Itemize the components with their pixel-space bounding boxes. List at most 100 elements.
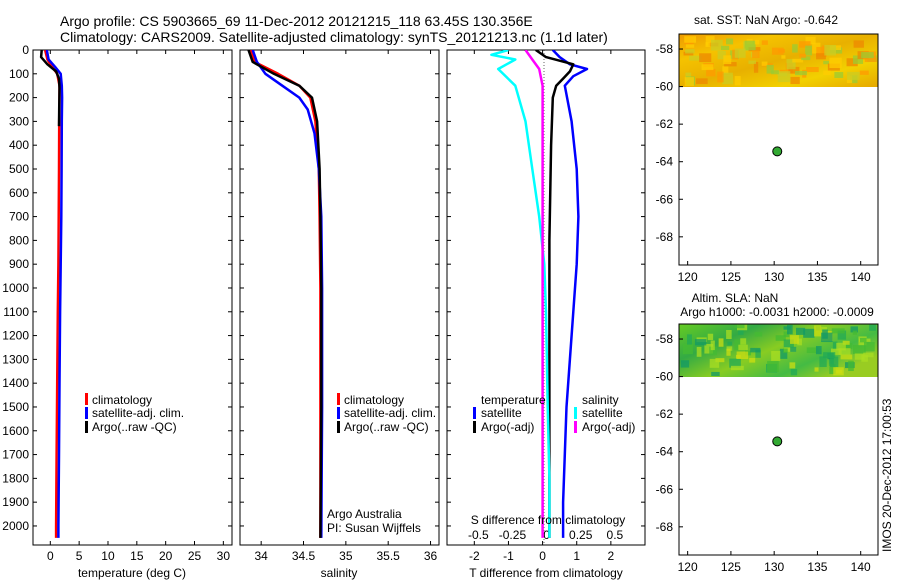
field-cell — [829, 57, 842, 69]
salinity-frame — [239, 49, 440, 546]
temperature-frame — [32, 49, 233, 546]
field-cell — [852, 330, 858, 335]
field-cell — [720, 45, 730, 51]
float-marker — [772, 146, 783, 157]
y-tick-label: 1400 — [2, 376, 29, 390]
field-cell — [754, 332, 763, 337]
field-cell — [830, 356, 839, 368]
field-cell — [750, 347, 761, 353]
field-cell — [853, 40, 864, 48]
sla-map-ticks: 120 125 130 135 140 -58 -60 -62 -64 -66 -68 — [656, 332, 871, 574]
field-cell — [833, 367, 844, 376]
y-tick-label: 1600 — [2, 424, 29, 438]
field-cell — [840, 354, 853, 360]
field-cell — [806, 67, 819, 73]
difference-x-ticks: -2 -1 0 1 2 -0.5 -0.25 0 0.25 0.5 — [468, 50, 624, 563]
x-tick-label: 135 — [807, 270, 827, 284]
field-cell — [830, 348, 842, 355]
depth-axis-ticks: 0 100 200 300 400 500 600 700 800 900 1000 1100 1200… — [2, 43, 645, 533]
temperature-legend: climatology satellite-adj. clim. Argo(..… — [85, 393, 184, 434]
field-cell — [790, 369, 798, 376]
float-marker — [772, 436, 783, 447]
field-cell — [726, 348, 731, 356]
field-cell — [830, 47, 843, 54]
field-cell — [852, 344, 866, 354]
y-tick-label: -58 — [656, 42, 674, 56]
x-tick-label: 0 — [539, 549, 546, 563]
field-cell — [771, 47, 784, 55]
legend-swatch-satellite — [85, 407, 88, 419]
annotation-pi: PI: Susan Wijffels — [327, 521, 421, 535]
field-cell — [823, 60, 830, 65]
field-cell — [761, 61, 768, 66]
sst-map-panel: sat. SST: NaN Argo: -0.642 120 125 130 135 1… — [656, 13, 879, 284]
field-cell — [789, 362, 796, 369]
salinity-series — [247, 50, 324, 538]
legend-label-satellite: satellite-adj. clim. — [92, 406, 184, 420]
legend-swatch-climatology — [337, 393, 340, 405]
y-tick-label: 0 — [22, 43, 29, 57]
field-cell — [838, 348, 851, 355]
field-cell — [753, 61, 759, 73]
field-cell — [819, 356, 827, 367]
series-line — [43, 50, 61, 538]
field-cell — [754, 40, 760, 45]
y-tick-label: -62 — [656, 407, 674, 421]
field-cell — [685, 44, 695, 48]
field-cell — [767, 361, 779, 373]
x-tick-label: 30 — [217, 549, 231, 563]
field-cell — [684, 77, 694, 86]
field-cell — [726, 346, 733, 351]
field-cell — [709, 346, 717, 356]
field-cell — [683, 51, 694, 56]
s-tick-label: -0.5 — [468, 528, 489, 542]
field-cell — [814, 367, 819, 372]
field-cell — [727, 341, 733, 346]
field-cell — [718, 338, 724, 347]
series-line — [249, 50, 322, 538]
difference-xlabel-top: S difference from climatology — [471, 513, 626, 527]
field-cell — [724, 62, 737, 67]
x-tick-label: 0 — [47, 549, 54, 563]
y-tick-label: 1200 — [2, 329, 29, 343]
x-tick-label: 35.5 — [377, 549, 401, 563]
y-tick-label: 800 — [9, 233, 29, 247]
x-tick-label: 130 — [764, 270, 784, 284]
field-cell — [814, 325, 822, 337]
y-tick-label: -58 — [656, 332, 674, 346]
field-cell — [729, 358, 741, 368]
field-cell — [726, 329, 732, 340]
annotation-argo-australia: Argo Australia — [327, 507, 402, 521]
y-tick-label: 1300 — [2, 352, 29, 366]
field-cell — [783, 348, 788, 353]
field-cell — [816, 53, 826, 60]
field-cell — [783, 331, 790, 338]
field-cell — [797, 338, 802, 346]
y-tick-label: -66 — [656, 482, 674, 496]
field-cell — [734, 76, 741, 86]
y-tick-label: 1500 — [2, 400, 29, 414]
field-cell — [752, 50, 760, 59]
y-tick-label: 900 — [9, 257, 29, 271]
field-cell — [783, 339, 794, 348]
field-cell — [837, 330, 847, 340]
x-tick-label: 34 — [254, 549, 268, 563]
x-tick-label: 20 — [159, 549, 173, 563]
field-cell — [787, 324, 793, 335]
field-cell — [848, 360, 854, 372]
difference-series — [490, 50, 589, 538]
s-tick-label: 0 — [543, 528, 550, 542]
field-cell — [777, 72, 788, 77]
field-cell — [684, 36, 697, 43]
field-cell — [705, 36, 715, 46]
field-cell — [710, 340, 715, 351]
field-cell — [861, 354, 868, 362]
timestamp-stamp: IMOS 20-Dec-2012 17:00:53 — [880, 398, 894, 552]
field-cell — [740, 338, 747, 345]
sla-map-title-1: Altim. SLA: NaN — [692, 291, 779, 305]
legend-swatch-s-argo — [574, 421, 577, 433]
x-tick-label: -2 — [469, 549, 480, 563]
temperature-series — [39, 50, 64, 538]
field-cell — [696, 346, 702, 357]
y-tick-label: -60 — [656, 370, 674, 384]
